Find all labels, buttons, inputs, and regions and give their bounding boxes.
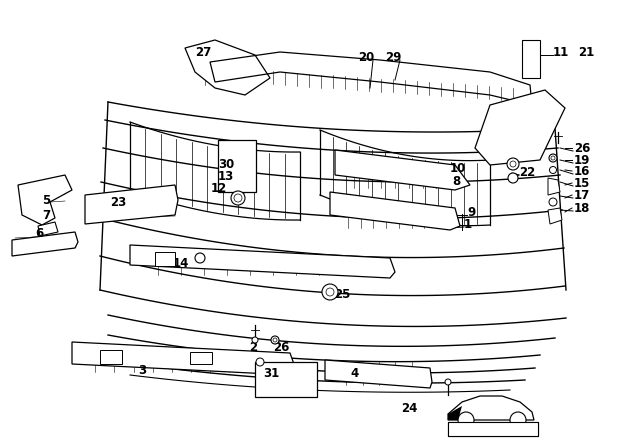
Text: 9: 9 [467,206,476,219]
Text: 18: 18 [574,202,590,215]
Circle shape [510,412,526,428]
Polygon shape [130,245,395,278]
Text: 4: 4 [350,366,358,379]
Text: 3: 3 [138,363,146,376]
Polygon shape [18,175,72,225]
Text: 16: 16 [574,164,590,177]
Text: 25: 25 [334,288,350,301]
Text: 12: 12 [211,181,227,194]
Polygon shape [548,208,562,224]
Circle shape [322,284,338,300]
Bar [218,140,256,192]
Bar [190,352,212,364]
Polygon shape [185,40,270,95]
Bar [155,252,175,266]
Polygon shape [448,406,462,420]
Polygon shape [72,342,295,375]
Text: 2: 2 [249,340,257,353]
Text: 27: 27 [195,46,211,59]
Circle shape [256,358,264,366]
Text: 21: 21 [578,46,595,59]
Bar [255,362,317,397]
Text: 6: 6 [35,227,44,240]
Text: 29: 29 [385,51,401,64]
Text: 22: 22 [519,165,535,178]
Circle shape [508,173,518,183]
Circle shape [326,288,334,296]
Circle shape [458,412,474,428]
Text: 26: 26 [574,142,590,155]
Circle shape [445,379,451,385]
Polygon shape [448,396,534,420]
Text: 11: 11 [553,46,569,59]
Text: 5: 5 [42,194,51,207]
Polygon shape [330,192,460,230]
Circle shape [234,194,242,202]
Text: 14: 14 [173,257,189,270]
Circle shape [551,156,555,160]
Text: 23: 23 [110,195,126,208]
Circle shape [271,336,279,344]
Text: 17: 17 [574,189,590,202]
Circle shape [549,154,557,162]
Text: 19: 19 [574,154,590,167]
Text: 8: 8 [452,175,460,188]
Circle shape [549,198,557,206]
Text: 24: 24 [401,401,417,414]
Circle shape [195,253,205,263]
Text: 31: 31 [263,366,279,379]
Polygon shape [335,150,470,190]
Circle shape [550,167,557,173]
Text: 7: 7 [42,208,50,221]
Text: 15: 15 [574,177,590,190]
Text: 30: 30 [218,158,234,171]
Polygon shape [475,90,565,165]
Polygon shape [38,222,58,236]
Text: 10: 10 [450,161,467,175]
Circle shape [507,158,519,170]
Bar [448,422,538,436]
Bar [448,422,538,436]
Polygon shape [325,360,432,388]
Circle shape [510,161,516,167]
Circle shape [252,337,258,343]
Circle shape [273,338,277,342]
Text: C0006648: C0006648 [474,426,513,435]
Circle shape [231,191,245,205]
Bar [522,40,540,78]
Bar [100,350,122,364]
Text: 20: 20 [358,51,374,64]
Polygon shape [12,232,78,256]
Text: 1: 1 [464,217,472,231]
Text: 26: 26 [273,340,289,353]
Polygon shape [548,178,560,195]
Polygon shape [85,185,178,224]
Text: 13: 13 [218,169,234,182]
